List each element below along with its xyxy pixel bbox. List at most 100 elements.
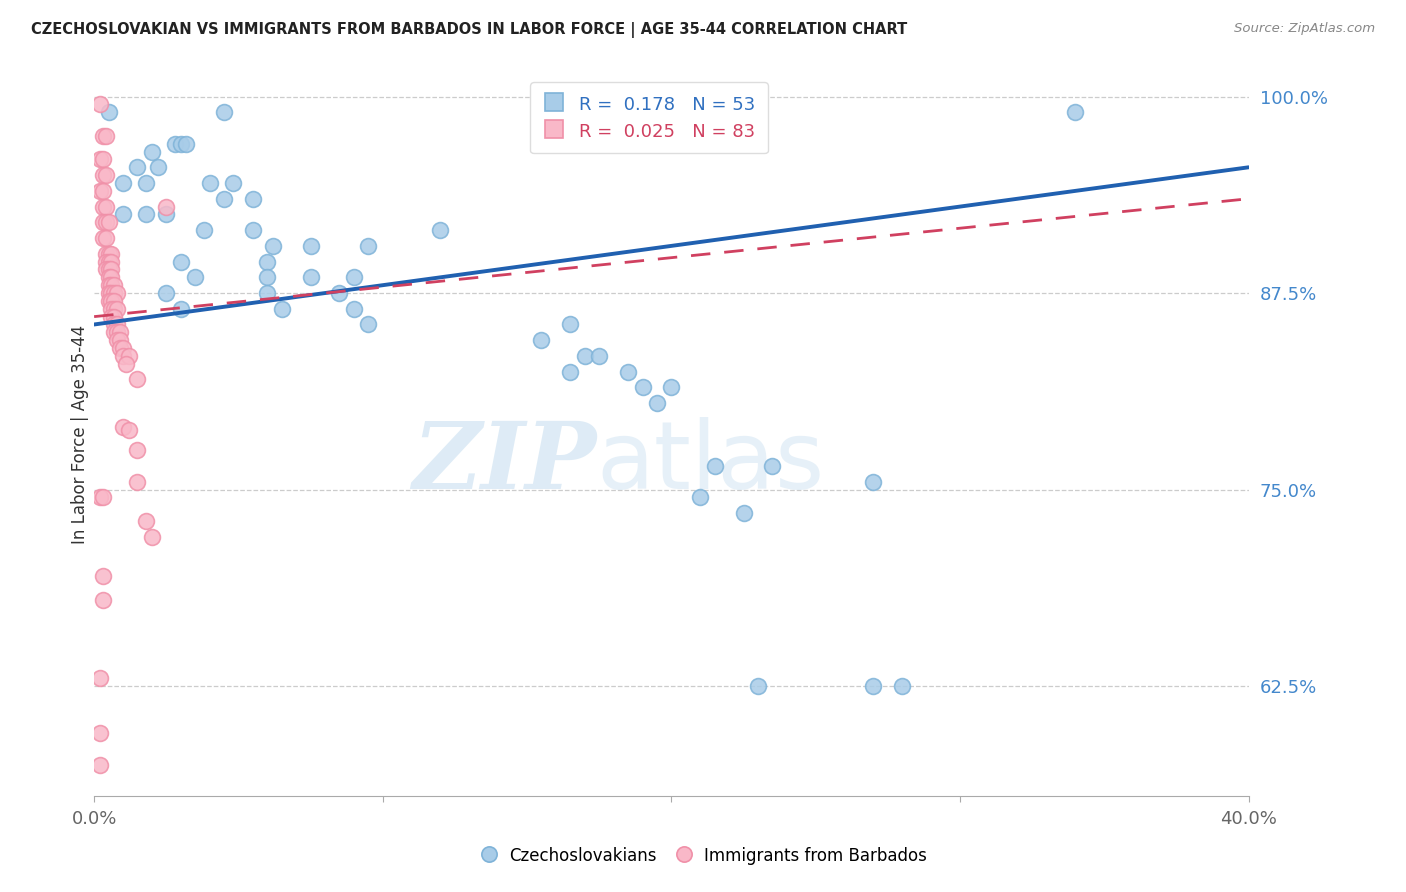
Point [91,168,114,182]
Point [91,128,114,143]
Point [94,231,117,245]
Point [118,423,141,437]
Point [91,491,114,505]
Point [163,136,186,151]
Point [127,372,149,386]
Point [733,506,755,520]
Point [97,286,120,301]
Point [91,569,114,583]
Point [89,491,111,505]
Point [170,301,193,316]
Point [141,145,163,159]
Point [89,671,111,685]
Point [862,475,884,489]
Point [343,301,366,316]
Point [221,176,243,190]
Point [299,239,322,253]
Point [97,105,120,120]
Point [135,176,157,190]
Point [357,318,380,332]
Point [176,136,198,151]
Text: atlas: atlas [596,417,824,509]
Point [193,223,215,237]
Point [105,301,128,316]
Point [115,357,138,371]
Point [97,246,120,260]
Text: ZIP: ZIP [412,418,596,508]
Point [94,200,117,214]
Point [100,293,122,308]
Point [747,679,769,693]
Point [184,270,207,285]
Point [89,153,111,167]
Point [155,286,177,301]
Point [89,184,111,198]
Point [94,246,117,260]
Point [97,262,120,277]
Point [155,200,177,214]
Point [108,341,131,355]
Point [127,475,149,489]
Point [100,246,122,260]
Point [256,254,278,268]
Point [761,458,783,473]
Text: Source: ZipAtlas.com: Source: ZipAtlas.com [1234,22,1375,36]
Point [645,396,668,410]
Point [429,223,451,237]
Point [94,168,117,182]
Point [89,726,111,740]
Point [256,286,278,301]
Point [89,757,111,772]
Legend: Czechoslovakians, Immigrants from Barbados: Czechoslovakians, Immigrants from Barbad… [471,838,935,873]
Point [94,128,117,143]
Point [97,278,120,293]
Point [357,239,380,253]
Point [141,530,163,544]
Point [135,207,157,221]
Point [105,286,128,301]
Point [560,318,582,332]
Point [530,333,553,347]
Point [91,200,114,214]
Point [103,310,125,324]
Point [97,215,120,229]
Point [100,310,122,324]
Point [703,458,725,473]
Point [1064,105,1087,120]
Point [170,254,193,268]
Point [560,365,582,379]
Point [103,326,125,340]
Point [97,270,120,285]
Point [94,262,117,277]
Legend: R =  0.178   N = 53, R =  0.025   N = 83: R = 0.178 N = 53, R = 0.025 N = 83 [530,82,768,153]
Point [103,286,125,301]
Point [103,278,125,293]
Point [100,262,122,277]
Point [105,333,128,347]
Point [198,176,221,190]
Point [103,293,125,308]
Point [94,254,117,268]
Point [343,270,366,285]
Point [328,286,350,301]
Y-axis label: In Labor Force | Age 35-44: In Labor Force | Age 35-44 [72,325,89,544]
Point [100,278,122,293]
Point [135,514,157,528]
Point [91,184,114,198]
Point [242,223,264,237]
Point [111,341,134,355]
Point [299,270,322,285]
Point [105,318,128,332]
Point [689,491,711,505]
Point [617,365,640,379]
Point [103,301,125,316]
Point [127,443,149,458]
Point [97,293,120,308]
Text: CZECHOSLOVAKIAN VS IMMIGRANTS FROM BARBADOS IN LABOR FORCE | AGE 35-44 CORRELATI: CZECHOSLOVAKIAN VS IMMIGRANTS FROM BARBA… [31,22,907,38]
Point [108,326,131,340]
Point [588,349,610,363]
Point [111,349,134,363]
Point [97,254,120,268]
Point [111,419,134,434]
Point [212,105,235,120]
